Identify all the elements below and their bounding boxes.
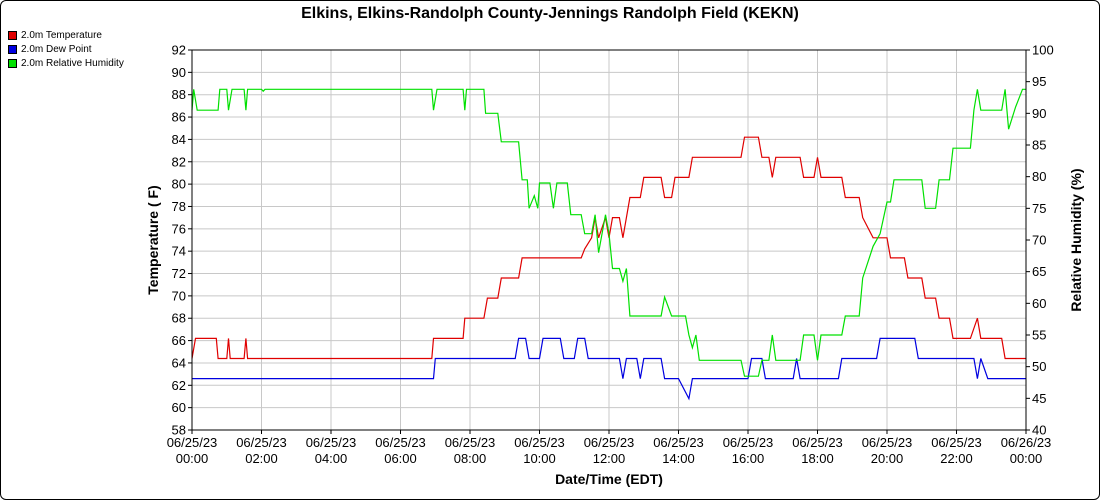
- left-tick-label: 76: [172, 221, 186, 236]
- x-tick-date: 06/25/23: [306, 435, 357, 450]
- legend: 2.0m Temperature 2.0m Dew Point 2.0m Rel…: [8, 28, 124, 70]
- x-tick-time: 06:00: [384, 451, 417, 466]
- x-tick-date: 06/25/23: [723, 435, 774, 450]
- x-tick-time: 04:00: [315, 451, 348, 466]
- grid: [191, 49, 1027, 431]
- x-tick-time: 08:00: [454, 451, 487, 466]
- right-tick-label: 95: [1032, 74, 1046, 89]
- left-tick-label: 78: [172, 199, 186, 214]
- right-tick-label: 65: [1032, 264, 1046, 279]
- x-tick-date: 06/25/23: [236, 435, 287, 450]
- legend-item-temperature: 2.0m Temperature: [8, 28, 124, 42]
- x-tick-time: 20:00: [871, 451, 904, 466]
- right-tick-label: 85: [1032, 138, 1046, 153]
- legend-item-relative-humidity: 2.0m Relative Humidity: [8, 56, 124, 70]
- x-tick-time: 16:00: [732, 451, 765, 466]
- right-tick-label: 80: [1032, 169, 1046, 184]
- x-axis-ticks: 06/25/2300:0006/25/2302:0006/25/2304:000…: [167, 430, 1052, 466]
- y-axis-left-label: Temperature ( F): [145, 185, 161, 294]
- right-tick-label: 55: [1032, 328, 1046, 343]
- series-line-2-0m-dew-point: [192, 337, 1026, 401]
- x-tick-time: 22:00: [940, 451, 973, 466]
- series-line-2-0m-relative-humidity: [191, 88, 1026, 377]
- right-tick-label: 70: [1032, 233, 1046, 248]
- x-tick-time: 14:00: [662, 451, 695, 466]
- right-tick-label: 40: [1032, 423, 1046, 438]
- y-axis-right-label: Relative Humidity (%): [1068, 168, 1084, 311]
- right-tick-label: 50: [1032, 359, 1046, 374]
- x-tick-time: 12:00: [593, 451, 626, 466]
- left-tick-label: 90: [172, 65, 186, 80]
- x-tick-date: 06/25/23: [931, 435, 982, 450]
- left-tick-label: 62: [172, 378, 186, 393]
- left-tick-label: 60: [172, 400, 186, 415]
- legend-swatch-dew-point: [8, 44, 17, 54]
- x-tick-date: 06/25/23: [375, 435, 426, 450]
- legend-label-temperature: 2.0m Temperature: [21, 29, 102, 41]
- legend-item-dew-point: 2.0m Dew Point: [8, 42, 124, 56]
- legend-swatch-temperature: [8, 30, 17, 40]
- x-tick-time: 00:00: [1010, 451, 1043, 466]
- x-tick-date: 06/25/23: [584, 435, 635, 450]
- left-axis-ticks: 58 60 62 64 66 68 70 72 74 76 78 80 82 84 86 88 90 92: [172, 43, 192, 438]
- left-tick-label: 66: [172, 333, 186, 348]
- x-axis-label: Date/Time (EDT): [555, 471, 663, 487]
- left-tick-label: 74: [172, 244, 186, 259]
- x-tick-date: 06/25/23: [445, 435, 496, 450]
- legend-swatch-relative-humidity: [8, 58, 17, 68]
- right-tick-label: 90: [1032, 106, 1046, 121]
- right-tick-label: 60: [1032, 296, 1046, 311]
- left-tick-label: 64: [172, 355, 186, 370]
- left-tick-label: 82: [172, 154, 186, 169]
- left-tick-label: 88: [172, 87, 186, 102]
- x-tick-time: 02:00: [245, 451, 278, 466]
- left-tick-label: 58: [172, 423, 186, 438]
- x-tick-date: 06/25/23: [862, 435, 913, 450]
- left-tick-label: 86: [172, 110, 186, 125]
- series-line-2-0m-temperature: [191, 136, 1026, 360]
- left-tick-label: 72: [172, 266, 186, 281]
- x-tick-date: 06/26/23: [1001, 435, 1052, 450]
- x-tick-time: 10:00: [523, 451, 556, 466]
- right-tick-label: 75: [1032, 201, 1046, 216]
- x-tick-date: 06/25/23: [653, 435, 704, 450]
- x-tick-date: 06/25/23: [167, 435, 218, 450]
- left-tick-label: 68: [172, 311, 186, 326]
- left-tick-label: 84: [172, 132, 186, 147]
- right-axis-ticks: 40 45 50 55 60 65 70 75 80 85 90 95 100: [1026, 43, 1054, 438]
- left-tick-label: 80: [172, 177, 186, 192]
- right-tick-label: 45: [1032, 391, 1046, 406]
- x-tick-time: 18:00: [801, 451, 834, 466]
- plot-lines: [191, 88, 1026, 401]
- x-tick-time: 00:00: [176, 451, 209, 466]
- x-tick-date: 06/25/23: [514, 435, 565, 450]
- x-tick-date: 06/25/23: [792, 435, 843, 450]
- left-tick-label: 70: [172, 288, 186, 303]
- legend-label-relative-humidity: 2.0m Relative Humidity: [21, 57, 124, 69]
- right-tick-label: 100: [1032, 43, 1054, 58]
- chart-title: Elkins, Elkins-Randolph County-Jennings …: [301, 5, 799, 22]
- left-tick-label: 92: [172, 43, 186, 58]
- legend-label-dew-point: 2.0m Dew Point: [21, 43, 92, 55]
